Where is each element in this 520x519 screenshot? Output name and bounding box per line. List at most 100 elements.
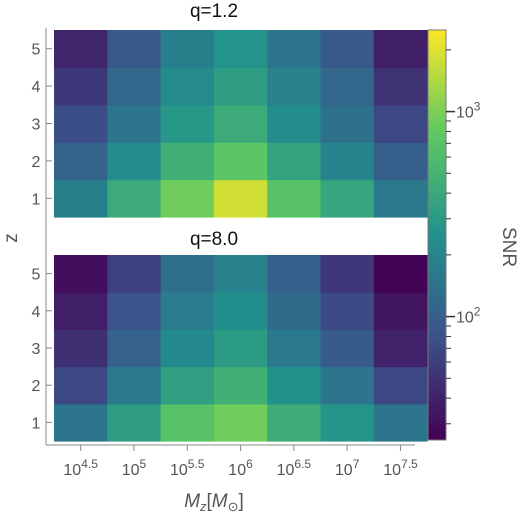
colorbar-tick-label: 103 — [456, 100, 481, 122]
heatmap-cell-q12-z5-m6 — [213, 30, 268, 68]
heatmap-cell-q80-z5-m5-5 — [160, 255, 215, 293]
heatmap-cell-q12-z4-m5-5 — [160, 67, 215, 106]
heatmap-cell-q80-z2-m7 — [320, 366, 375, 405]
heatmap-cell-q12-z5-m5-5 — [160, 30, 215, 68]
heatmap-cell-q80-z3-m7 — [320, 329, 375, 368]
heatmap-cell-q12-z5-m7 — [320, 30, 375, 68]
heatmap-cell-q80-z3-m6-5 — [267, 329, 322, 368]
heatmap-panel-q-8-0 — [54, 255, 428, 442]
y-tick-label: 2 — [32, 154, 41, 171]
y-tick-label: 4 — [32, 304, 41, 321]
y-axis-ticks: 1 2 3 4 5 1 2 3 4 5 — [32, 42, 52, 432]
y-tick-label: 2 — [32, 378, 41, 395]
heatmap-cell-q12-z4-m4-5 — [54, 67, 108, 106]
heatmap-cell-q80-z4-m6 — [213, 292, 268, 330]
y-tick-label: 3 — [32, 341, 41, 358]
heatmap-cell-q12-z4-m7-5 — [373, 67, 428, 106]
y-axis-label: z — [1, 233, 22, 243]
heatmap-cell-q80-z4-m4-5 — [54, 292, 108, 330]
heatmap-cell-q12-z2-m6-5 — [267, 142, 322, 181]
heatmap-cell-q80-z4-m5-5 — [160, 292, 215, 330]
y-tick-label: 5 — [32, 267, 41, 284]
heatmap-cell-q12-z5-m7-5 — [373, 30, 428, 68]
heatmap-cell-q12-z3-m4-5 — [54, 104, 108, 143]
heatmap-cell-q80-z1-m5-5 — [160, 403, 215, 442]
heatmap-cell-q12-z1-m5-5 — [160, 179, 215, 218]
y-tick-label: 1 — [32, 415, 41, 432]
heatmap-panel-q-1-2 — [54, 30, 428, 218]
heatmap-cell-q80-z5-m5 — [107, 255, 162, 293]
x-tick-label: 104.5 — [63, 457, 98, 479]
y-tick-label: 5 — [32, 42, 41, 59]
heatmap-cell-q80-z2-m7-5 — [373, 366, 428, 405]
heatmap-cell-q80-z4-m7-5 — [373, 292, 428, 330]
x-tick-label: 105.5 — [170, 457, 205, 479]
heatmap-cell-q12-z3-m6 — [213, 104, 268, 143]
heatmap-cell-q12-z1-m7 — [320, 179, 375, 218]
heatmap-cell-q80-z5-m7 — [320, 255, 375, 293]
heatmap-cell-q80-z1-m7 — [320, 403, 375, 442]
x-axis-label: Mz[M⊙] — [184, 491, 244, 514]
heatmap-cell-q80-z3-m6 — [213, 329, 268, 368]
heatmap-cell-q12-z4-m5 — [107, 67, 162, 106]
heatmap-cell-q80-z2-m5-5 — [160, 366, 215, 405]
y-tick-label: 3 — [32, 117, 41, 134]
heatmap-cell-q12-z1-m6-5 — [267, 179, 322, 218]
heatmap-cell-q12-z5-m4-5 — [54, 30, 108, 68]
heatmap-cell-q80-z4-m6-5 — [267, 292, 322, 330]
heatmap-cell-q12-z1-m5 — [107, 179, 162, 218]
y-tick-label: 4 — [32, 79, 41, 96]
heatmap-cell-q12-z3-m7-5 — [373, 104, 428, 143]
heatmap-cell-q80-z1-m6-5 — [267, 403, 322, 442]
heatmap-cell-q12-z2-m4-5 — [54, 142, 108, 181]
heatmap-cell-q12-z2-m5-5 — [160, 142, 215, 181]
heatmap-cell-q12-z4-m6-5 — [267, 67, 322, 106]
top-panel-title: q=1.2 — [190, 1, 238, 22]
heatmap-cell-q12-z3-m5 — [107, 104, 162, 143]
heatmap-cell-q12-z5-m5 — [107, 30, 162, 68]
x-tick-label: 107.5 — [383, 457, 418, 479]
heatmap-cell-q80-z2-m6-5 — [267, 366, 322, 405]
heatmap-cell-q80-z2-m6 — [213, 366, 268, 405]
heatmap-cell-q80-z5-m7-5 — [373, 255, 428, 293]
colorbar — [427, 29, 447, 441]
x-tick-label: 105 — [122, 457, 147, 479]
heatmap-cell-q12-z3-m5-5 — [160, 104, 215, 143]
heatmap-cell-q12-z5-m6-5 — [267, 30, 322, 68]
heatmap-cell-q80-z1-m5 — [107, 403, 162, 442]
heatmap-cell-q80-z3-m5-5 — [160, 329, 215, 368]
colorbar-ticks: 102 103 — [446, 49, 481, 425]
colorbar-label: SNR — [498, 227, 519, 267]
heatmap-cell-q80-z3-m4-5 — [54, 329, 108, 368]
heatmap-cell-q80-z5-m6 — [213, 255, 268, 293]
heatmap-cell-q80-z5-m6-5 — [267, 255, 322, 293]
heatmap-cell-q80-z3-m7-5 — [373, 329, 428, 368]
heatmap-cell-q12-z2-m7-5 — [373, 142, 428, 181]
heatmap-cell-q12-z2-m6 — [213, 142, 268, 181]
heatmap-cell-q12-z4-m7 — [320, 67, 375, 106]
heatmap-cell-q80-z4-m5 — [107, 292, 162, 330]
heatmap-cell-q80-z1-m4-5 — [54, 403, 108, 442]
x-tick-label: 106 — [228, 457, 253, 479]
heatmap-cell-q80-z2-m5 — [107, 366, 162, 405]
heatmap-cell-q12-z2-m5 — [107, 142, 162, 181]
heatmap-cell-q80-z2-m4-5 — [54, 366, 108, 405]
heatmap-cell-q12-z2-m7 — [320, 142, 375, 181]
colorbar-tick-label: 102 — [456, 305, 481, 327]
heatmap-cell-q12-z1-m4-5 — [54, 179, 108, 218]
x-axis-ticks: 104.5 105 105.5 106 106.5 107 107.5 — [63, 445, 418, 479]
heatmap-cell-q12-z3-m6-5 — [267, 104, 322, 143]
heatmap-cell-q12-z1-m6 — [213, 179, 268, 218]
heatmap-cell-q80-z4-m7 — [320, 292, 375, 330]
bottom-panel-title: q=8.0 — [190, 229, 238, 250]
heatmap-cell-q80-z5-m4-5 — [54, 255, 108, 293]
heatmap-cell-q80-z3-m5 — [107, 329, 162, 368]
heatmap-cell-q80-z1-m7-5 — [373, 403, 428, 442]
x-tick-label: 106.5 — [277, 457, 312, 479]
heatmap-cell-q12-z3-m7 — [320, 104, 375, 143]
heatmap-cell-q12-z1-m7-5 — [373, 179, 428, 218]
heatmap-cell-q12-z4-m6 — [213, 67, 268, 106]
heatmap-cell-q80-z1-m6 — [213, 403, 268, 442]
x-tick-label: 107 — [335, 457, 360, 479]
